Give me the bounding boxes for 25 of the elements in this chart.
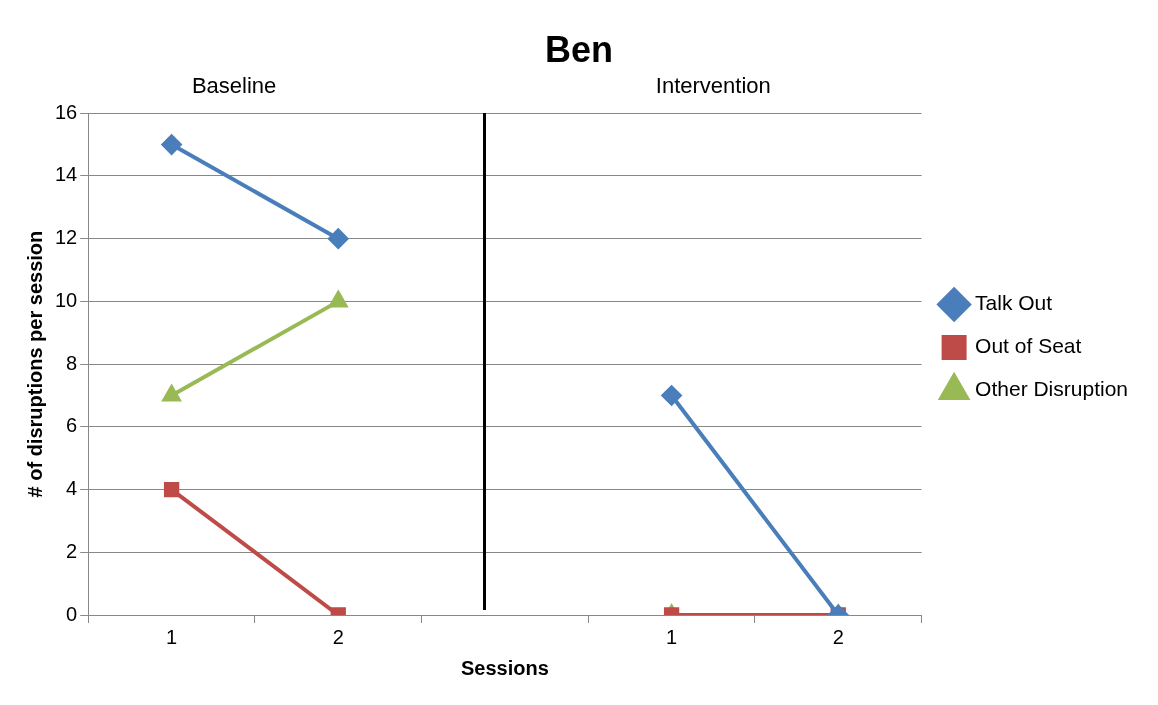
legend-label: Talk Out [975,291,1053,315]
y-tick-label: 10 [55,288,78,311]
y-tick-label: 14 [55,163,78,186]
text: Intervention [655,73,771,99]
y-tick-label: 16 [55,100,78,123]
x-tick-label: 2 [332,625,344,648]
x-axis-title: Sessions [461,656,549,679]
point [161,134,182,155]
legend-label: Other Disruption [975,377,1129,401]
x-tick-label: 1 [166,625,178,648]
y-tick-label: 8 [66,351,78,374]
point [162,385,181,402]
chart-title: Ben [544,28,614,70]
y-axis-title: # of disruptions per session [23,230,46,498]
text: Baseline [191,73,277,99]
legend-label: Out of Seat [975,334,1082,358]
point [328,228,349,249]
y-tick-label: 0 [66,602,78,625]
y-tick-label: 12 [55,226,78,249]
y-tick-label: 6 [66,414,78,437]
y-tick-label: 4 [66,477,78,500]
point [329,291,348,308]
x-tick-label: 2 [832,625,844,648]
x-tick-label: 1 [666,625,678,648]
y-tick-label: 2 [66,539,78,562]
